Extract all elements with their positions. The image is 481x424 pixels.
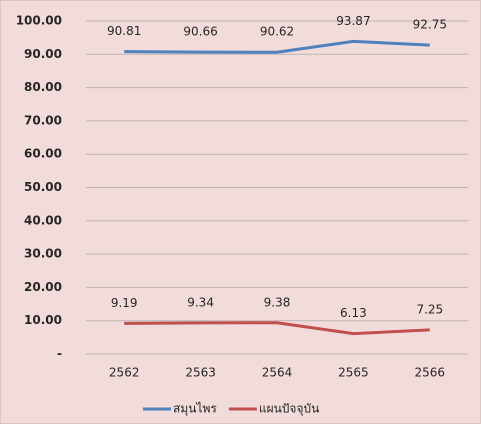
y-tick-label: 20.00 <box>24 280 62 294</box>
legend-label: สมุนไพร <box>173 402 217 417</box>
data-label: 9.38 <box>264 295 291 309</box>
series-line <box>124 321 430 336</box>
y-tick-label: 70.00 <box>24 113 62 127</box>
x-tick-label: 2565 <box>338 366 369 380</box>
data-label: 90.62 <box>260 25 294 39</box>
data-label: 9.19 <box>111 296 138 310</box>
x-tick-label: 2564 <box>262 366 293 380</box>
y-tick-label: 80.00 <box>24 80 62 94</box>
legend-label: แผนปัจจุบัน <box>259 402 319 417</box>
data-label: 92.75 <box>413 18 447 32</box>
y-tick-label: 30.00 <box>24 247 62 261</box>
x-tick-label: 2562 <box>109 366 140 380</box>
x-tick-label: 2566 <box>415 366 446 380</box>
data-label: 9.34 <box>187 295 214 309</box>
y-tick-label: 100.00 <box>16 14 62 28</box>
y-tick-label: - <box>57 347 62 361</box>
data-label: 93.87 <box>336 14 370 28</box>
y-tick-label: 50.00 <box>24 180 62 194</box>
y-tick-label: 10.00 <box>24 313 62 327</box>
series-line <box>124 39 430 54</box>
x-tick-label: 2563 <box>185 366 216 380</box>
y-tick-label: 60.00 <box>24 147 62 161</box>
y-tick-label: 40.00 <box>24 213 62 227</box>
y-tick-label: 90.00 <box>24 47 62 61</box>
data-label: 7.25 <box>416 302 443 316</box>
data-label: 6.13 <box>340 306 367 320</box>
data-label: 90.66 <box>183 25 217 39</box>
data-label: 90.81 <box>107 24 141 38</box>
